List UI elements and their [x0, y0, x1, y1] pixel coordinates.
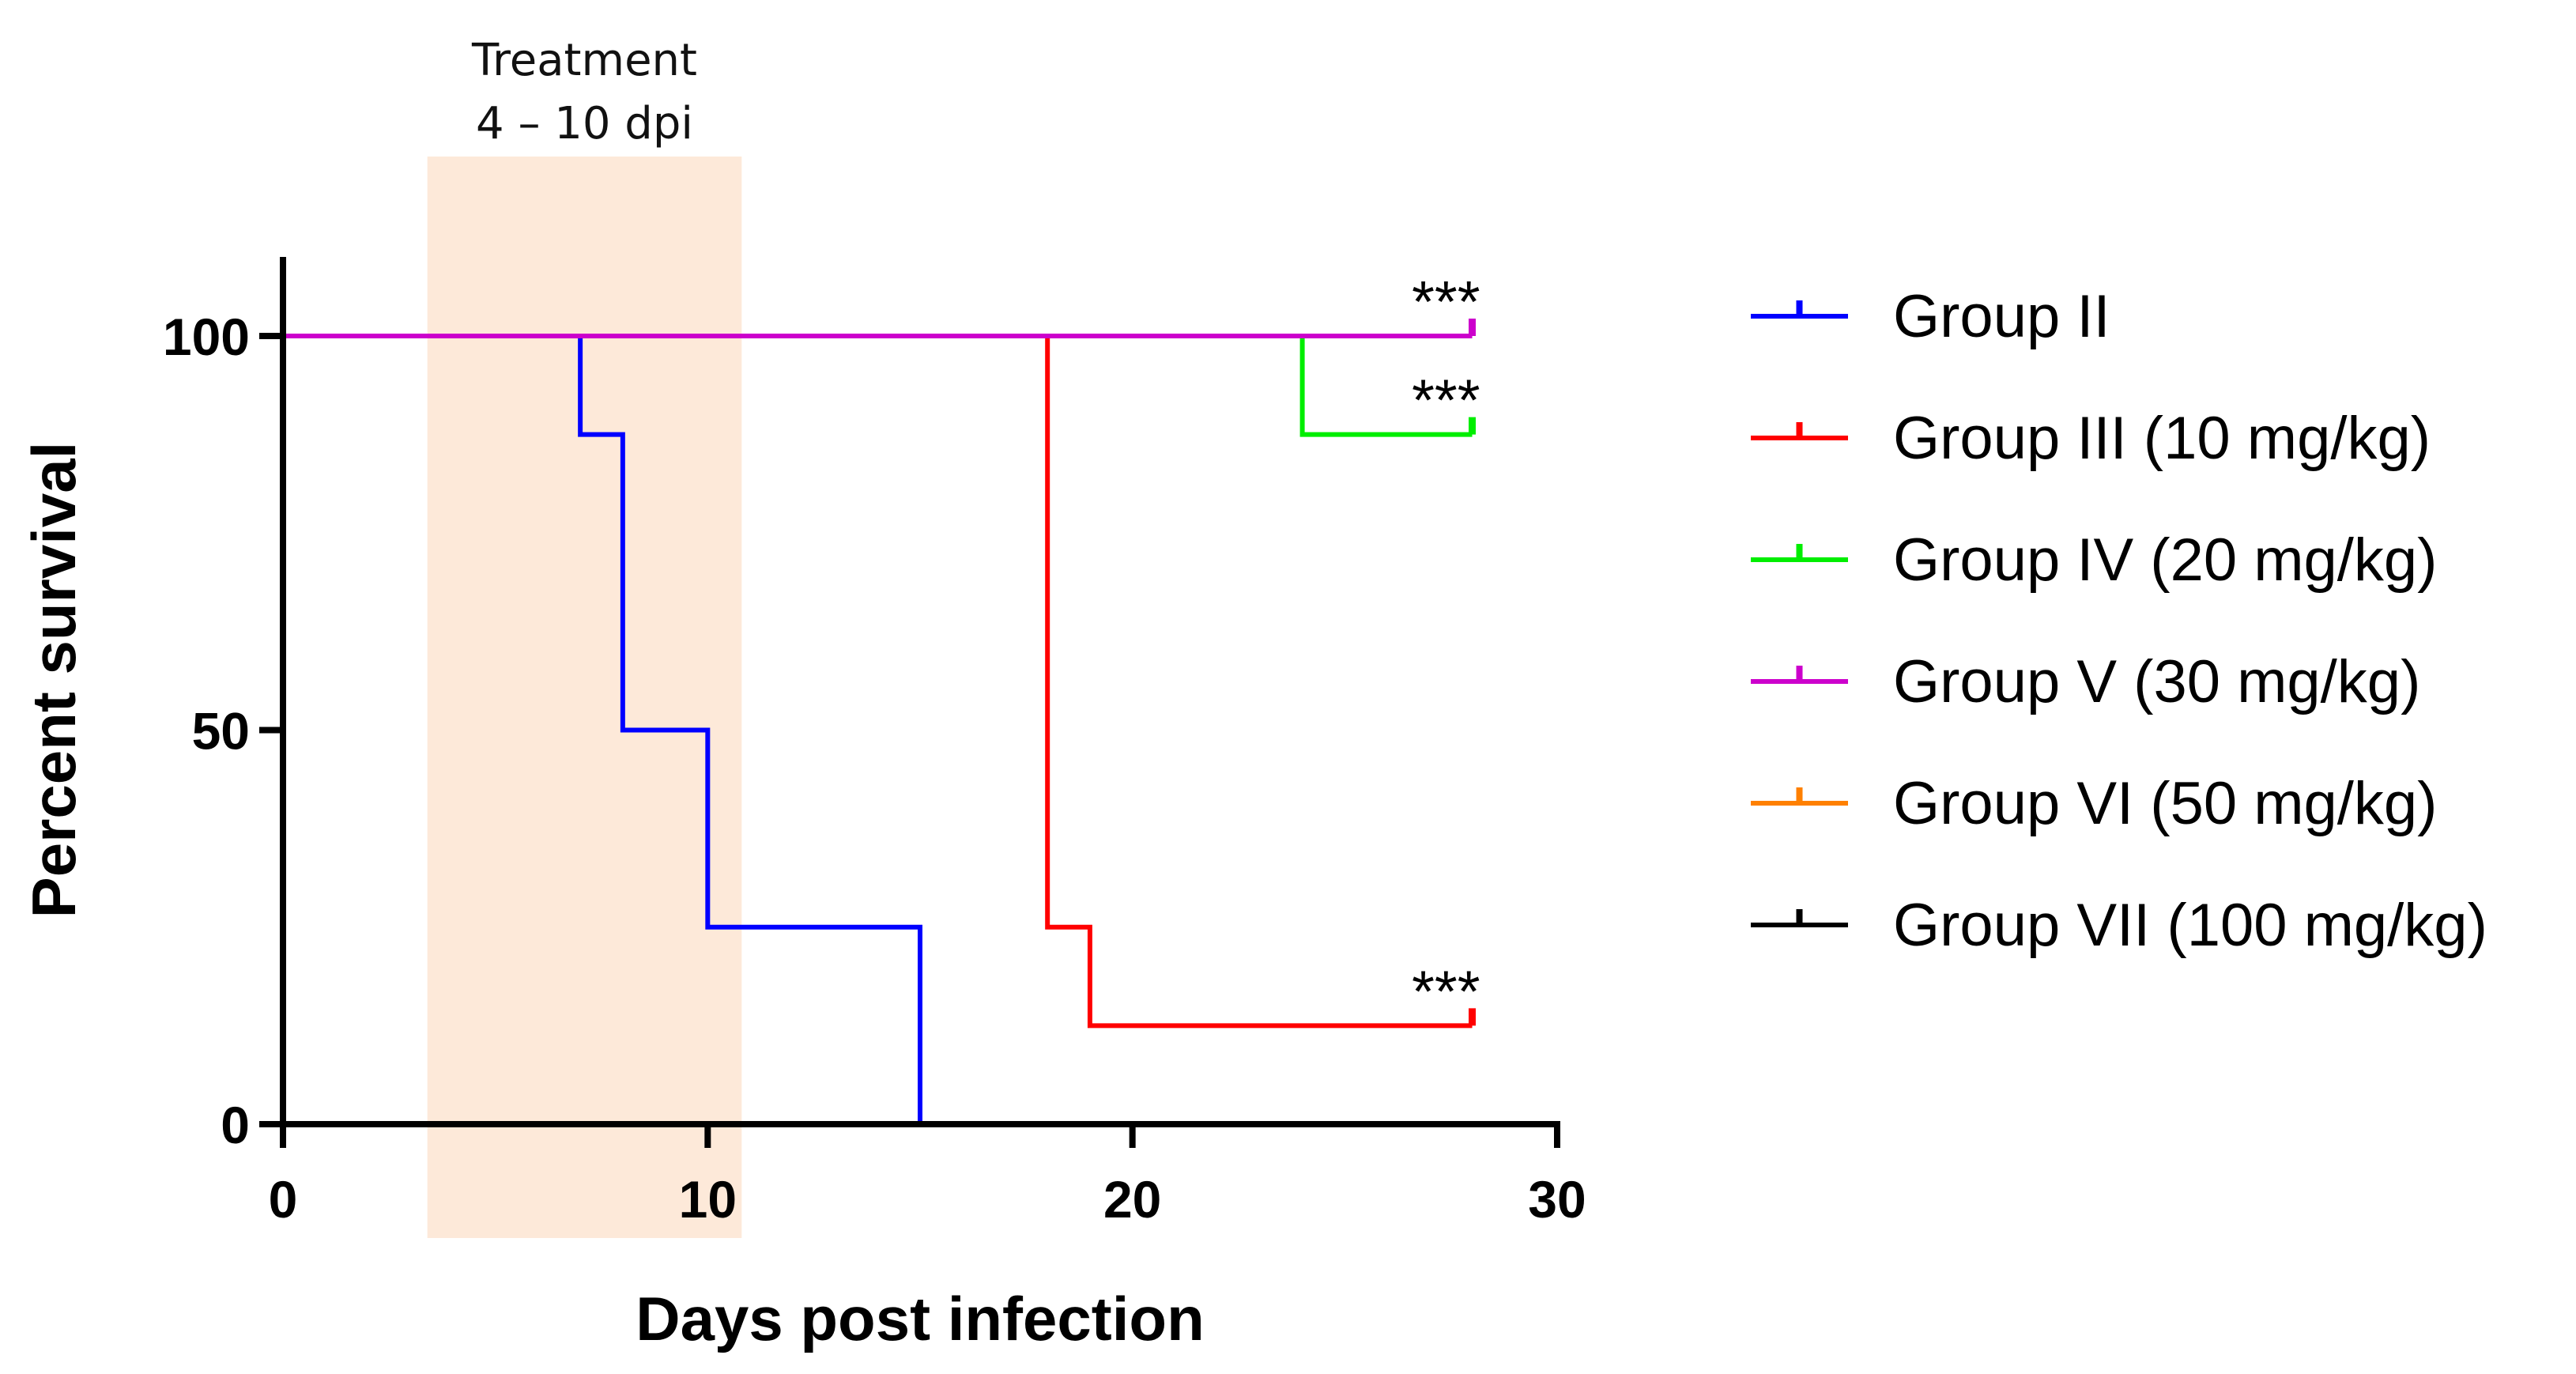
y-axis-title: Percent survival	[19, 442, 89, 919]
significance-marker-3: ***	[1412, 368, 1480, 433]
treatment-label: Treatment	[471, 35, 697, 86]
legend-label-2: Group III (10 mg/kg)	[1893, 405, 2431, 472]
treatment-window-shade	[427, 157, 742, 1238]
significance-marker-2: ***	[1412, 958, 1480, 1024]
x-tick-label-2: 20	[1103, 1170, 1161, 1229]
series-line-1	[283, 334, 922, 1124]
significance-marker-4: ***	[1412, 269, 1480, 334]
x-axis-title: Days post infection	[636, 1284, 1204, 1353]
legend-label-3: Group IV (20 mg/kg)	[1893, 527, 2438, 594]
x-tick-label-1: 10	[679, 1170, 737, 1229]
series-layer	[283, 319, 1477, 1124]
treatment-days-label: 4 – 10 dpi	[476, 98, 693, 149]
y-tick-label-2: 100	[163, 308, 250, 366]
legend: Group II Group III (10 mg/kg) Group IV (20…	[1751, 283, 2487, 959]
annotation-layer: *** *** ***	[1412, 269, 1480, 1024]
legend-label-5: Group VI (50 mg/kg)	[1893, 770, 2438, 837]
legend-label-6: Group VII (100 mg/kg)	[1893, 892, 2487, 959]
legend-label-4: Group V (30 mg/kg)	[1893, 648, 2420, 715]
axis-layer: 0 10 20 30 0 50 100 Days post infection Percent …	[19, 257, 1586, 1353]
x-tick-label-3: 30	[1528, 1170, 1586, 1229]
y-tick-label-0: 0	[221, 1096, 250, 1154]
treatment-shade-layer: Treatment 4 – 10 dpi	[427, 35, 742, 1238]
x-tick-label-0: 0	[269, 1170, 298, 1229]
legend-label-1: Group II	[1893, 283, 2110, 350]
y-tick-label-1: 50	[192, 702, 250, 761]
